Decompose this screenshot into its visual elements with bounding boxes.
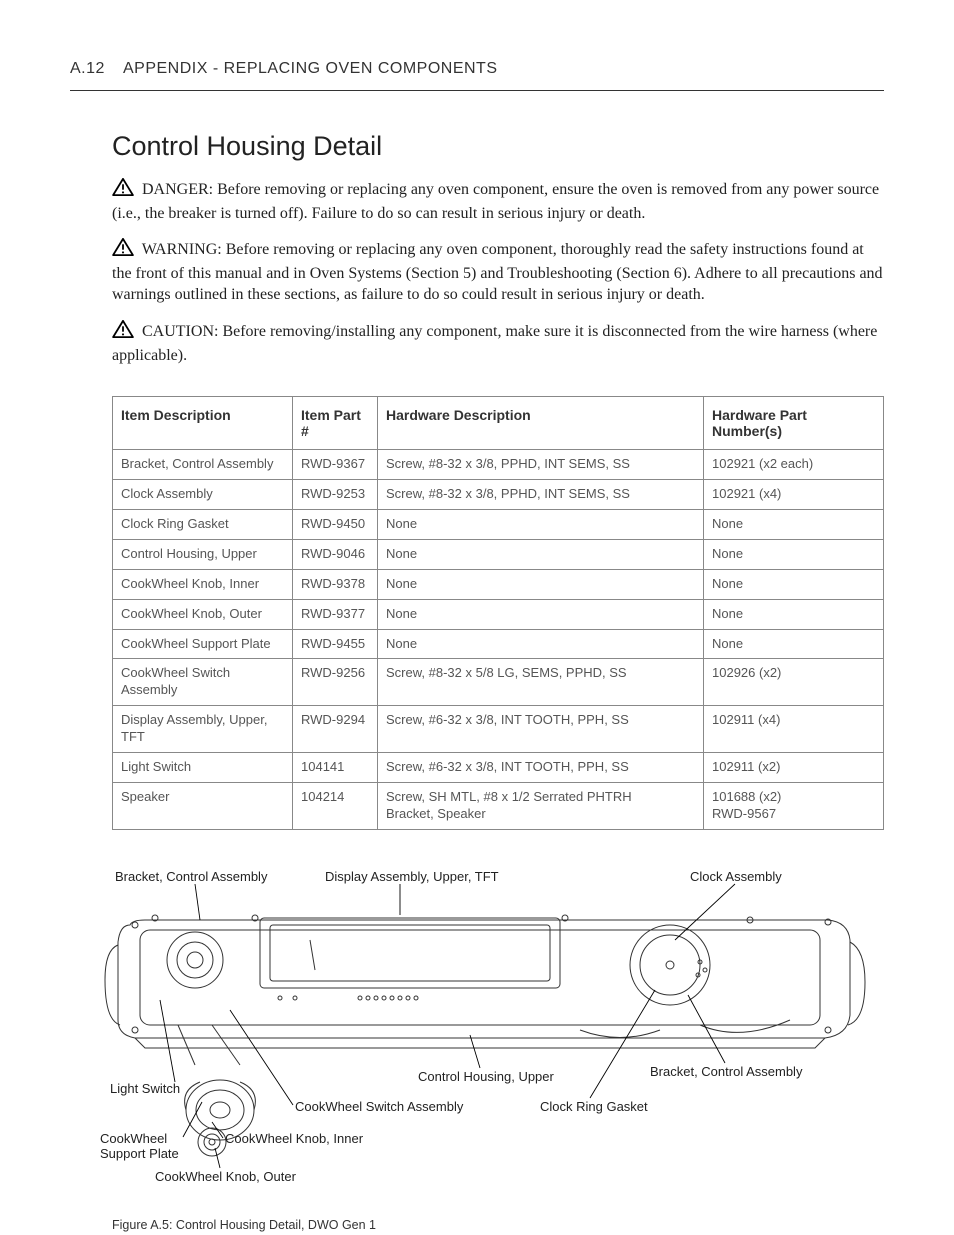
table-cell: RWD-9450: [293, 509, 378, 539]
notice-caution: CAUTION: Before removing/installing any …: [112, 320, 884, 366]
warning-triangle-icon: [112, 178, 134, 203]
table-row: Bracket, Control AssemblyRWD-9367Screw, …: [113, 450, 884, 480]
table-cell: CookWheel Switch Assembly: [113, 659, 293, 706]
table-cell: RWD-9046: [293, 539, 378, 569]
diagram-callout: Display Assembly, Upper, TFT: [325, 870, 499, 885]
header-number: A.12: [70, 60, 105, 77]
table-cell: 102926 (x2): [704, 659, 884, 706]
section-title: Control Housing Detail: [112, 131, 884, 162]
table-cell: Screw, #8-32 x 5/8 LG, SEMS, PPHD, SS: [378, 659, 704, 706]
table-cell: Screw, #8-32 x 3/8, PPHD, INT SEMS, SS: [378, 480, 704, 510]
table-row: CookWheel Knob, InnerRWD-9378NoneNone: [113, 569, 884, 599]
table-cell: CookWheel Knob, Inner: [113, 569, 293, 599]
diagram-callout: CookWheel Knob, Inner: [225, 1132, 363, 1147]
table-cell: None: [378, 629, 704, 659]
table-row: CookWheel Support PlateRWD-9455NoneNone: [113, 629, 884, 659]
table-cell: RWD-9253: [293, 480, 378, 510]
table-header: Item Part #: [293, 397, 378, 450]
table-cell: Light Switch: [113, 752, 293, 782]
table-row: CookWheel Knob, OuterRWD-9377NoneNone: [113, 599, 884, 629]
table-cell: Screw, #6-32 x 3/8, INT TOOTH, PPH, SS: [378, 706, 704, 753]
diagram-callout: Bracket, Control Assembly: [115, 870, 267, 885]
table-cell: None: [378, 599, 704, 629]
table-cell: Screw, SH MTL, #8 x 1/2 Serrated PHTRHBr…: [378, 782, 704, 829]
table-cell: Display Assembly, Upper, TFT: [113, 706, 293, 753]
header-title: APPENDIX - REPLACING OVEN COMPONENTS: [123, 60, 498, 77]
table-cell: Screw, #8-32 x 3/8, PPHD, INT SEMS, SS: [378, 450, 704, 480]
diagram-callout: Clock Ring Gasket: [540, 1100, 648, 1115]
table-row: Display Assembly, Upper, TFTRWD-9294Scre…: [113, 706, 884, 753]
exploded-diagram: Bracket, Control Assembly Display Assembl…: [100, 870, 870, 1190]
table-cell: None: [704, 629, 884, 659]
table-cell: None: [704, 569, 884, 599]
table-cell: None: [704, 539, 884, 569]
table-header: Item Description: [113, 397, 293, 450]
table-row: Clock Ring GasketRWD-9450NoneNone: [113, 509, 884, 539]
table-cell: Screw, #6-32 x 3/8, INT TOOTH, PPH, SS: [378, 752, 704, 782]
table-cell: Bracket, Control Assembly: [113, 450, 293, 480]
table-cell: 102911 (x4): [704, 706, 884, 753]
table-cell: 102921 (x4): [704, 480, 884, 510]
table-cell: 101688 (x2)RWD-9567: [704, 782, 884, 829]
table-cell: 102921 (x2 each): [704, 450, 884, 480]
table-cell: None: [378, 509, 704, 539]
parts-table: Item DescriptionItem Part #Hardware Desc…: [112, 396, 884, 829]
diagram-callout: Control Housing, Upper: [418, 1070, 554, 1085]
table-cell: None: [378, 569, 704, 599]
warning-triangle-icon: [112, 320, 134, 345]
table-cell: Clock Ring Gasket: [113, 509, 293, 539]
table-cell: Clock Assembly: [113, 480, 293, 510]
table-cell: RWD-9367: [293, 450, 378, 480]
table-cell: 104141: [293, 752, 378, 782]
notice-danger: DANGER: Before removing or replacing any…: [112, 178, 884, 224]
table-cell: CookWheel Knob, Outer: [113, 599, 293, 629]
table-header: Hardware Part Number(s): [704, 397, 884, 450]
table-cell: RWD-9256: [293, 659, 378, 706]
table-cell: None: [378, 539, 704, 569]
diagram-callout: CookWheel Switch Assembly: [295, 1100, 463, 1115]
diagram-callout: Light Switch: [110, 1082, 180, 1097]
table-row: CookWheel Switch AssemblyRWD-9256Screw, …: [113, 659, 884, 706]
page-header: A.12 APPENDIX - REPLACING OVEN COMPONENT…: [70, 60, 884, 78]
table-cell: Speaker: [113, 782, 293, 829]
notice-warning: WARNING: Before removing or replacing an…: [112, 238, 884, 306]
table-cell: RWD-9294: [293, 706, 378, 753]
table-row: Control Housing, UpperRWD-9046NoneNone: [113, 539, 884, 569]
table-cell: CookWheel Support Plate: [113, 629, 293, 659]
table-row: Clock AssemblyRWD-9253Screw, #8-32 x 3/8…: [113, 480, 884, 510]
table-cell: RWD-9378: [293, 569, 378, 599]
table-cell: RWD-9377: [293, 599, 378, 629]
table-cell: 102911 (x2): [704, 752, 884, 782]
diagram-callout: Bracket, Control Assembly: [650, 1065, 802, 1080]
diagram-callout: Clock Assembly: [690, 870, 782, 885]
diagram-callout: CookWheelSupport Plate: [100, 1132, 179, 1162]
table-header: Hardware Description: [378, 397, 704, 450]
table-cell: None: [704, 599, 884, 629]
warning-triangle-icon: [112, 238, 134, 263]
table-cell: 104214: [293, 782, 378, 829]
table-row: Speaker104214Screw, SH MTL, #8 x 1/2 Ser…: [113, 782, 884, 829]
header-rule: [70, 90, 884, 91]
table-row: Light Switch104141Screw, #6-32 x 3/8, IN…: [113, 752, 884, 782]
table-cell: Control Housing, Upper: [113, 539, 293, 569]
diagram-callout: CookWheel Knob, Outer: [155, 1170, 296, 1185]
table-cell: None: [704, 509, 884, 539]
table-cell: RWD-9455: [293, 629, 378, 659]
figure-caption: Figure A.5: Control Housing Detail, DWO …: [112, 1218, 884, 1232]
